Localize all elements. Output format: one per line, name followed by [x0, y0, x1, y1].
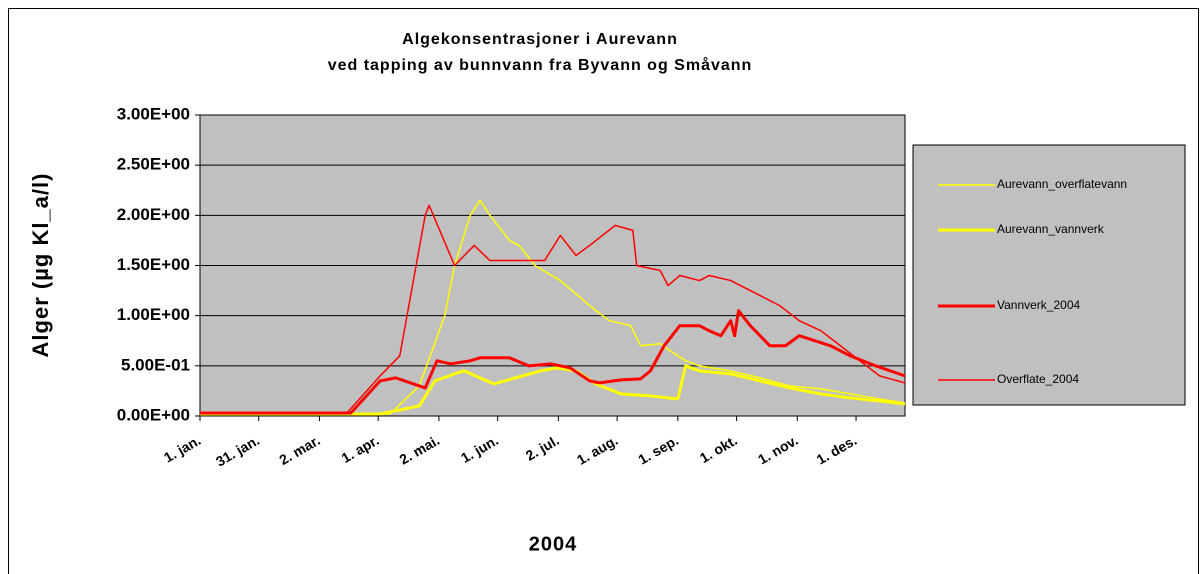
legend-label: Aurevann_overflatevann	[997, 177, 1127, 191]
chart-subtitle: ved tapping av bunnvann fra Byvann og Sm…	[328, 56, 753, 74]
chart-title: Algekonsentrasjoner i Aurevann	[402, 31, 678, 48]
series-line	[200, 204, 906, 414]
y-tick-label: 3.00E+00	[117, 104, 190, 123]
y-tick-label: 2.50E+00	[117, 155, 190, 174]
y-tick-label: 1.50E+00	[117, 255, 190, 274]
y-axis-label: Alger (µg Kl_a/l)	[28, 173, 53, 358]
legend-label: Vannverk_2004	[997, 298, 1081, 312]
legend-label: Aurevann_vannverk	[997, 222, 1105, 236]
y-tick-label: 0.00E+00	[117, 405, 190, 424]
y-tick-label: 5.00E-01	[121, 355, 190, 374]
series-line	[200, 309, 906, 415]
series-line	[200, 199, 906, 415]
series-line	[200, 364, 906, 416]
y-tick-label: 2.00E+00	[117, 205, 190, 224]
x-axis-label: 2004	[529, 533, 578, 555]
legend-label: Overflate_2004	[997, 372, 1079, 386]
y-tick-label: 1.00E+00	[117, 305, 190, 324]
legend-box	[912, 144, 1186, 406]
